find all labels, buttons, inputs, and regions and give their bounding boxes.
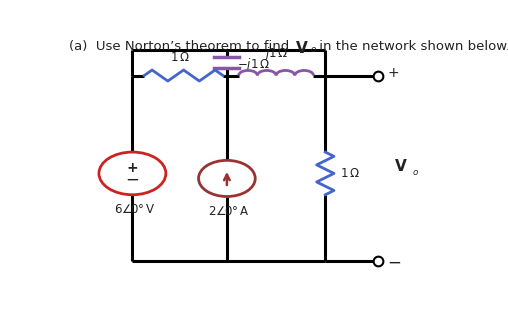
Text: $_o$: $_o$ [412,165,419,178]
Text: $\mathbf{V}$: $\mathbf{V}$ [295,40,309,56]
Text: $1\,\Omega$: $1\,\Omega$ [340,167,360,180]
Text: $_o$: $_o$ [309,42,316,55]
Text: −: − [387,254,401,272]
Text: +: + [387,66,399,80]
Text: $-j1\,\Omega$: $-j1\,\Omega$ [237,56,270,73]
Text: $2\angle\!0°\,\mathrm{A}$: $2\angle\!0°\,\mathrm{A}$ [208,204,249,217]
Text: $1\,\Omega$: $1\,\Omega$ [170,51,189,64]
Text: in the network shown below.: in the network shown below. [314,40,508,53]
Text: $\mathbf{V}$: $\mathbf{V}$ [394,158,408,174]
Text: (a)  Use Norton’s theorem to find: (a) Use Norton’s theorem to find [70,40,294,53]
Text: −: − [125,171,139,189]
Text: +: + [126,161,138,175]
Text: $j1\,\Omega$: $j1\,\Omega$ [264,45,289,62]
Text: $6\angle\!0°\,\mathrm{V}$: $6\angle\!0°\,\mathrm{V}$ [114,203,155,216]
